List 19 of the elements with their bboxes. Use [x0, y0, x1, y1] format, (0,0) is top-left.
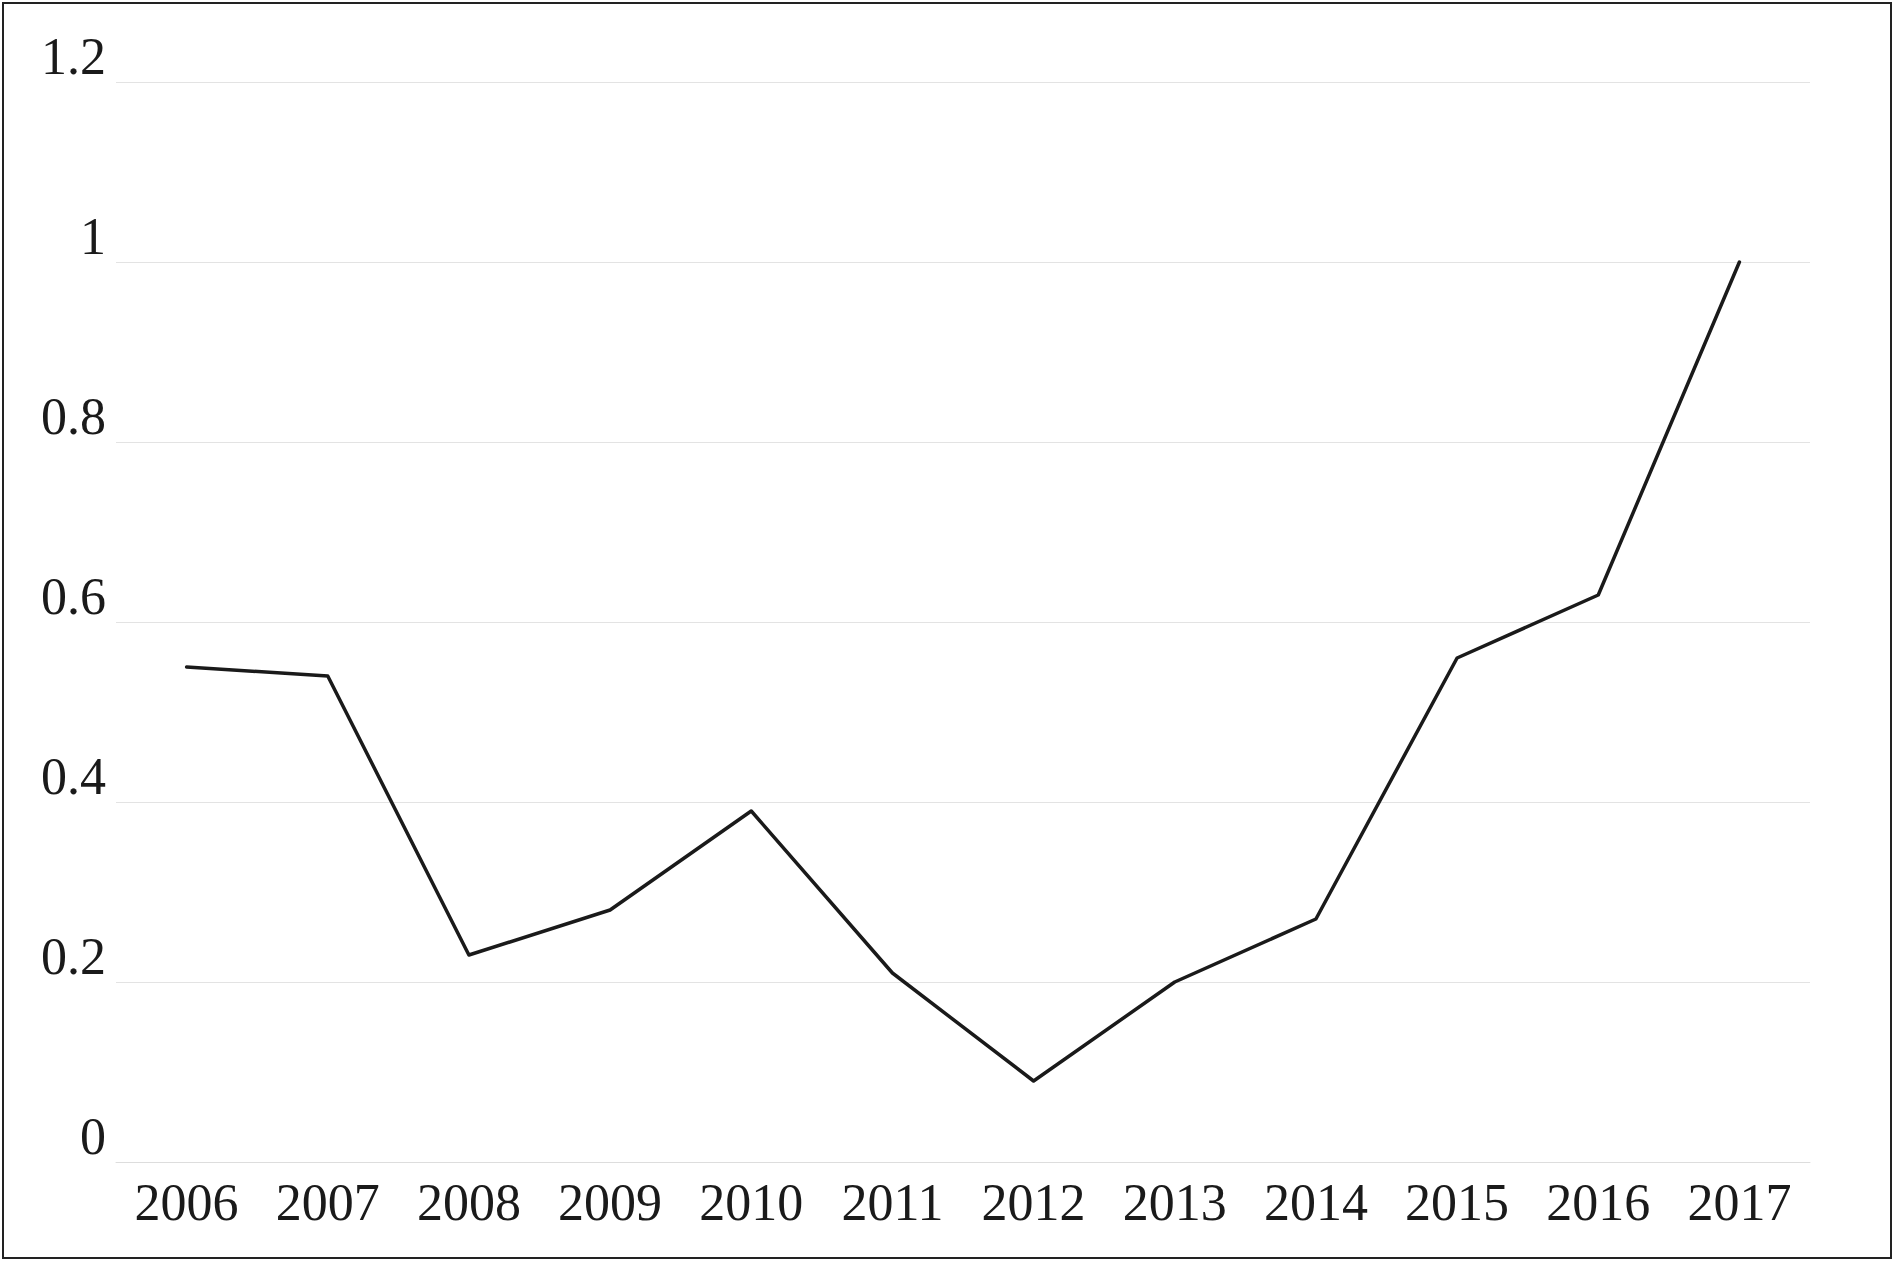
- x-tick-label: 2016: [1546, 1173, 1651, 1231]
- x-tick-label: 2015: [1405, 1173, 1510, 1231]
- y-tick-label: 0.6: [41, 567, 106, 625]
- x-tick-label: 2011: [841, 1173, 944, 1231]
- x-tick-label: 2010: [699, 1173, 804, 1231]
- y-tick-label: 0.2: [41, 927, 106, 985]
- y-tick-label: 0: [80, 1107, 106, 1165]
- y-tick-label: 1.2: [41, 27, 106, 85]
- x-tick-label: 2008: [416, 1173, 521, 1231]
- x-tick-label: 2012: [981, 1173, 1086, 1231]
- x-tick-label: 2006: [134, 1173, 239, 1231]
- y-tick-label: 1: [80, 207, 106, 265]
- x-tick-label: 2009: [558, 1173, 663, 1231]
- x-tick-label: 2013: [1122, 1173, 1227, 1231]
- x-tick-label: 2017: [1687, 1173, 1792, 1231]
- y-tick-label: 0.4: [41, 747, 106, 805]
- x-tick-label: 2007: [275, 1173, 380, 1231]
- x-tick-label: 2014: [1263, 1173, 1368, 1231]
- y-tick-label: 0.8: [41, 387, 106, 445]
